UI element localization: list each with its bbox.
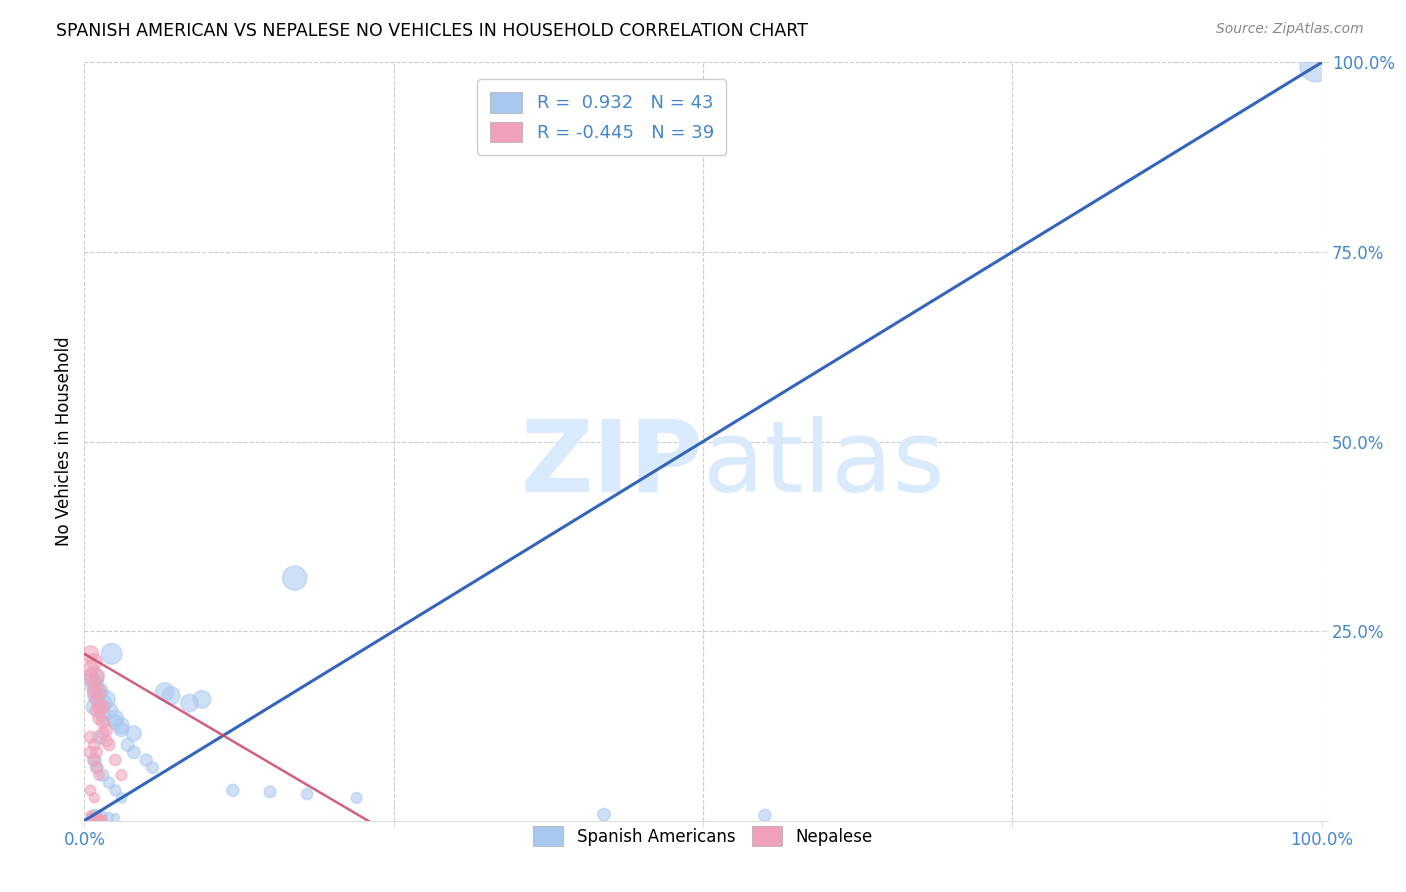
Point [104,811,127,825]
Point [153,685,176,699]
Point [191,692,214,706]
Point [110,768,132,782]
Legend: Spanish Americans, Nepalese: Spanish Americans, Nepalese [524,818,882,854]
Point [83,809,105,823]
Point [91,707,114,722]
Point [89,768,111,782]
Point [346,791,368,805]
Point [110,723,132,737]
Point [89,699,111,714]
Point [98,776,121,790]
Text: ZIP: ZIP [520,416,703,513]
Y-axis label: No Vehicles in Household: No Vehicles in Household [55,336,73,547]
Point [83,753,105,767]
Point [104,783,127,797]
Point [89,811,111,825]
Point [295,787,318,801]
Point [79,647,101,661]
Point [86,811,108,825]
Point [83,753,105,767]
Point [259,785,281,799]
Point [83,669,105,683]
Point [89,730,111,744]
Point [122,726,145,740]
Point [754,808,776,822]
Point [91,699,114,714]
Point [91,768,114,782]
Point [96,692,118,706]
Point [135,753,157,767]
Point [79,783,101,797]
Point [110,791,132,805]
Point [79,746,101,760]
Point [96,723,118,737]
Point [86,746,108,760]
Text: atlas: atlas [703,416,945,513]
Point [89,685,111,699]
Point [79,669,101,683]
Point [98,704,121,718]
Point [179,696,201,710]
Text: Source: ZipAtlas.com: Source: ZipAtlas.com [1216,22,1364,37]
Point [104,711,127,725]
Point [222,783,245,797]
Point [79,810,101,824]
Point [89,811,111,825]
Point [79,662,101,676]
Point [86,808,108,822]
Point [110,719,132,733]
Point [141,760,163,774]
Point [91,809,114,823]
Point [83,677,105,691]
Point [100,647,122,661]
Point [83,699,105,714]
Point [91,811,114,825]
Point [91,726,114,740]
Point [79,808,101,822]
Point [593,807,616,822]
Point [86,810,108,824]
Point [98,810,121,824]
Point [89,711,111,725]
Point [86,689,108,703]
Point [284,571,307,585]
Point [86,760,108,774]
Point [91,715,114,730]
Point [86,760,108,774]
Text: SPANISH AMERICAN VS NEPALESE NO VEHICLES IN HOUSEHOLD CORRELATION CHART: SPANISH AMERICAN VS NEPALESE NO VEHICLES… [56,22,808,40]
Point [83,811,105,825]
Point [1305,59,1327,73]
Point [117,738,139,752]
Point [83,677,105,691]
Point [83,738,105,752]
Point [86,669,108,683]
Point [86,692,108,706]
Point [122,746,145,760]
Point [96,734,118,748]
Point [79,730,101,744]
Point [98,738,121,752]
Point [104,715,127,730]
Point [83,807,105,822]
Point [83,685,105,699]
Point [89,685,111,699]
Point [160,689,183,703]
Point [91,812,114,826]
Point [83,791,105,805]
Point [104,753,127,767]
Point [86,704,108,718]
Point [91,696,114,710]
Point [83,655,105,669]
